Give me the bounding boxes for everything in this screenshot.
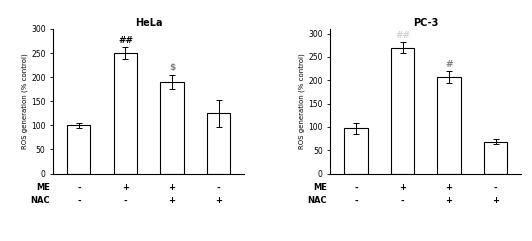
Text: NAC: NAC xyxy=(307,196,327,206)
Text: +: + xyxy=(492,196,499,206)
Bar xyxy=(344,128,368,174)
Text: ME: ME xyxy=(36,183,50,193)
Bar xyxy=(160,82,184,174)
Text: ##: ## xyxy=(395,31,410,40)
Text: ##: ## xyxy=(118,36,133,45)
Text: +: + xyxy=(122,183,129,193)
Text: +: + xyxy=(399,183,406,193)
Text: NAC: NAC xyxy=(30,196,50,206)
Bar xyxy=(437,77,461,174)
Bar xyxy=(484,142,508,174)
Text: +: + xyxy=(215,196,222,206)
Text: -: - xyxy=(123,196,127,206)
Y-axis label: ROS generation (% control): ROS generation (% control) xyxy=(22,53,28,149)
Bar xyxy=(114,53,137,174)
Text: -: - xyxy=(401,196,404,206)
Text: -: - xyxy=(217,183,220,193)
Text: +: + xyxy=(446,183,453,193)
Text: -: - xyxy=(494,183,497,193)
Text: +: + xyxy=(169,196,176,206)
Text: -: - xyxy=(77,183,81,193)
Y-axis label: ROS generation (% control): ROS generation (% control) xyxy=(299,53,305,149)
Text: #: # xyxy=(445,60,453,69)
Text: $: $ xyxy=(169,63,175,72)
Bar xyxy=(67,125,90,174)
Text: -: - xyxy=(354,196,358,206)
Text: -: - xyxy=(77,196,81,206)
Bar xyxy=(207,113,230,174)
Text: +: + xyxy=(169,183,176,193)
Bar xyxy=(391,47,414,174)
Text: +: + xyxy=(446,196,453,206)
Text: ME: ME xyxy=(313,183,327,193)
Title: PC-3: PC-3 xyxy=(413,18,438,28)
Text: -: - xyxy=(354,183,358,193)
Title: HeLa: HeLa xyxy=(135,18,162,28)
